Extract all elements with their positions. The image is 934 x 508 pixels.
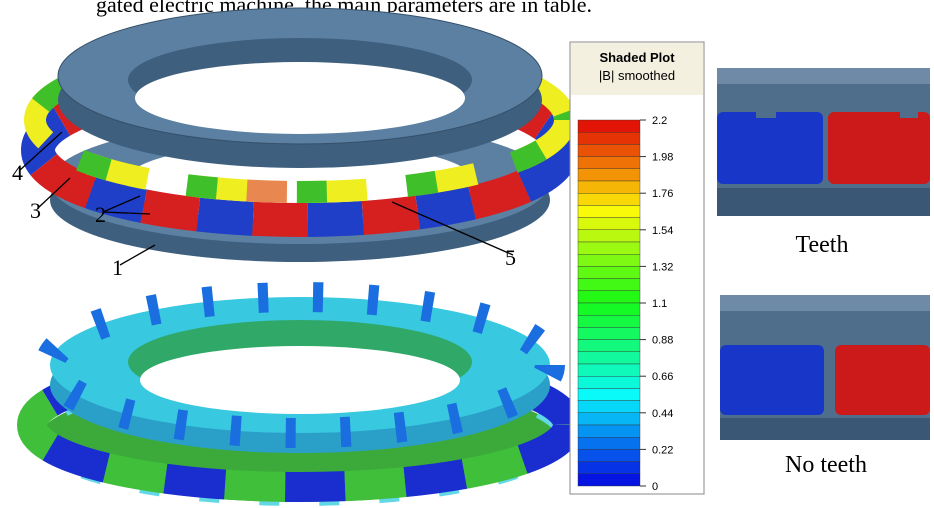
- colorbar-band: [578, 193, 640, 205]
- colorbar-band: [578, 437, 640, 449]
- colorbar-band: [578, 364, 640, 376]
- colorbar-band: [578, 449, 640, 461]
- colorbar-band: [578, 291, 640, 303]
- colorbar-tick-label: 0.66: [652, 371, 673, 383]
- colorbar-band: [578, 169, 640, 181]
- colorbar-band: [578, 181, 640, 193]
- colorbar-tick-label: 1.32: [652, 261, 673, 273]
- colorbar-band: [578, 205, 640, 217]
- colorbar-tick-label: 1.1: [652, 298, 667, 310]
- part-label: 1: [112, 255, 123, 280]
- colorbar-band: [578, 132, 640, 144]
- colorbar-tick-label: 0.88: [652, 335, 673, 347]
- colorbar-band: [578, 144, 640, 156]
- part-label: 5: [505, 245, 516, 270]
- colorbar-band: [578, 474, 640, 486]
- colorbar-band: [578, 352, 640, 364]
- inset-caption: Teeth: [796, 232, 849, 258]
- colorbar-tick-label: 1.98: [652, 152, 673, 164]
- inset-teeth: [717, 68, 930, 216]
- colorbar-tick-label: 0.44: [652, 408, 673, 420]
- colorbar-title: Shaded Plot: [599, 50, 675, 65]
- inset-caption: No teeth: [785, 452, 867, 478]
- machine-model: [35, 8, 565, 262]
- colorbar-band: [578, 157, 640, 169]
- colorbar-subtitle: |B| smoothed: [599, 68, 675, 83]
- colorbar-band: [578, 388, 640, 400]
- colorbar-band: [578, 266, 640, 278]
- colorbar-band: [578, 254, 640, 266]
- colorbar-tick-label: 1.76: [652, 188, 673, 200]
- colorbar-band: [578, 230, 640, 242]
- colorbar-band: [578, 327, 640, 339]
- colorbar-band: [578, 376, 640, 388]
- colorbar-tick-label: 0.22: [652, 444, 673, 456]
- colorbar-band: [578, 279, 640, 291]
- colorbar-band: [578, 413, 640, 425]
- colorbar-band: [578, 401, 640, 413]
- colorbar-band: [578, 425, 640, 437]
- colorbar-band: [578, 303, 640, 315]
- page: gated electric machine, the main paramet…: [0, 0, 934, 508]
- leader-line: [120, 245, 155, 265]
- part-label: 3: [30, 198, 41, 223]
- figure: gated electric machine, the main paramet…: [0, 0, 934, 508]
- field-plot: [32, 297, 568, 502]
- part-label: 4: [12, 160, 23, 185]
- colorbar-band: [578, 120, 640, 132]
- colorbar-tick-label: 0: [652, 481, 658, 493]
- part-label: 2: [95, 202, 106, 227]
- colorbar-band: [578, 242, 640, 254]
- inset-no-teeth: [720, 295, 930, 440]
- colorbar-tick-label: 2.2: [652, 115, 667, 127]
- colorbar-band: [578, 340, 640, 352]
- colorbar-tick-label: 1.54: [652, 225, 673, 237]
- colorbar-band: [578, 315, 640, 327]
- colorbar-band: [578, 218, 640, 230]
- colorbar-band: [578, 462, 640, 474]
